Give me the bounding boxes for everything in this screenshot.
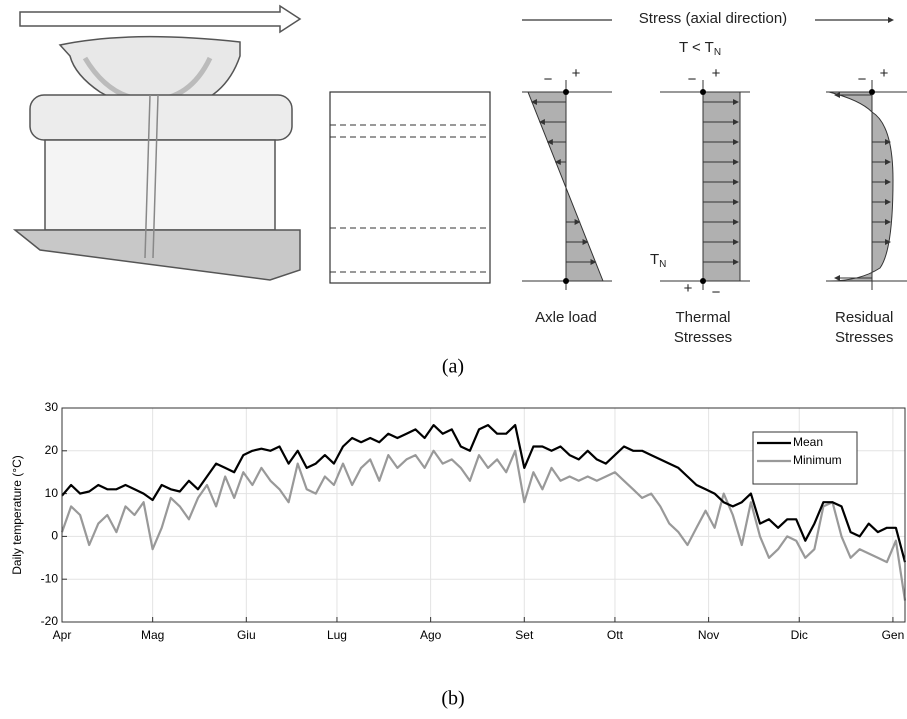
caption: (b)	[441, 688, 464, 710]
y-tick-label: 10	[45, 486, 59, 500]
sign: −	[858, 71, 867, 88]
stress-axis-label: Stress (axial direction)	[639, 10, 787, 27]
x-tick-label: Mag	[141, 628, 164, 642]
legend-label: Minimum	[793, 453, 842, 467]
y-tick-label: 0	[51, 529, 58, 543]
x-tick-label: Gen	[882, 628, 905, 642]
thermal-stress-diagram	[660, 80, 750, 290]
x-tick-label: Apr	[53, 628, 72, 642]
figure: Stress (axial direction) T < TN − + Axle…	[0, 0, 907, 719]
neutral-temperature: TN	[650, 251, 666, 270]
y-tick-label: 20	[45, 443, 59, 457]
motion-arrow	[20, 6, 300, 32]
legend-label: Mean	[793, 435, 823, 449]
x-tick-label: Giu	[237, 628, 256, 642]
sign: −	[544, 71, 553, 88]
sign: −	[688, 71, 697, 88]
y-tick-label: -10	[41, 571, 59, 585]
panel-label: Axle load	[535, 309, 597, 326]
panel-label: Stresses	[674, 329, 732, 346]
x-tick-label: Nov	[698, 628, 719, 642]
x-tick-label: Ott	[607, 628, 624, 642]
y-axis-label: Daily temperature (°C)	[10, 455, 24, 575]
panel-label: Stresses	[835, 329, 893, 346]
panel-label: Thermal	[675, 309, 730, 326]
y-tick-label: -20	[41, 614, 59, 628]
sign: +	[684, 280, 693, 297]
rail-web	[45, 140, 275, 230]
axle-load-diagram	[522, 80, 612, 290]
y-tick-label: 30	[45, 400, 59, 414]
sign: +	[572, 65, 581, 82]
sign: −	[712, 284, 721, 301]
x-tick-label: Lug	[327, 628, 347, 642]
caption: (a)	[442, 356, 464, 378]
legend: Mean Minimum	[753, 432, 857, 484]
x-tick-label: Ago	[420, 628, 442, 642]
sign: +	[712, 65, 721, 82]
sign: +	[880, 65, 889, 82]
rail-illustration	[15, 6, 300, 280]
x-tick-label: Set	[515, 628, 534, 642]
rail-foot	[15, 230, 300, 280]
condition: T < TN	[679, 39, 721, 58]
panel-label: Residual	[835, 309, 893, 326]
plot-area: -20 -10 0 10 20 30 Apr Mag Giu Lug Ago Set Ott Nov Dic…	[41, 400, 905, 642]
rail-head	[30, 95, 292, 140]
x-tick-label: Dic	[791, 628, 808, 642]
residual-stress-diagram	[826, 80, 907, 290]
rail-section	[330, 92, 490, 283]
